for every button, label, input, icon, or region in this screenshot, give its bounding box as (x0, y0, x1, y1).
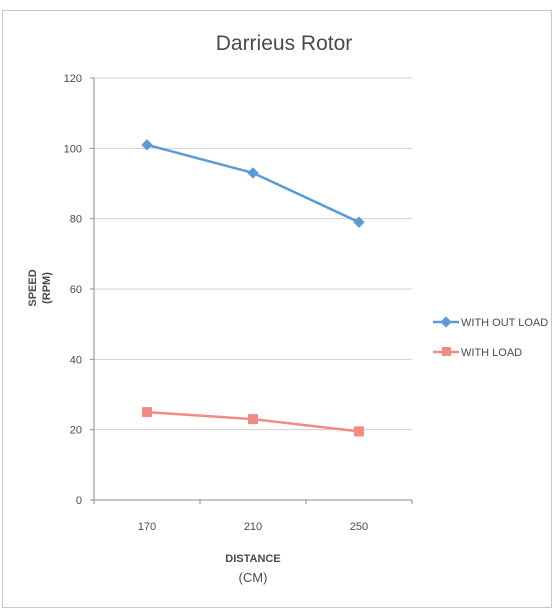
legend-label-with-load: WITH LOAD (461, 347, 522, 359)
x-tick-labels: 170 210 250 (93, 500, 413, 533)
legend-label-without-load: WITH OUT LOAD (461, 317, 548, 329)
series-layer (141, 139, 365, 437)
x-tick-label: 170 (138, 521, 156, 533)
legend-entry-without-load: WITH OUT LOAD (433, 316, 548, 329)
x-tick-label: 250 (350, 521, 368, 533)
gridlines (90, 77, 412, 501)
y-tick-labels: 0 20 40 60 80 100 120 (64, 73, 82, 507)
y-tick-label: 120 (64, 73, 82, 85)
y-tick-label: 40 (70, 354, 82, 366)
data-point-with-load (248, 414, 258, 425)
y-tick-label: 0 (76, 495, 82, 507)
y-tick-label: 60 (70, 284, 82, 296)
x-axis-title-line1: DISTANCE (225, 553, 280, 565)
data-point-with-out-load (141, 139, 153, 151)
y-axis-title: SPEED (RPM) (27, 269, 53, 306)
y-axis-title-line1: SPEED (27, 269, 39, 306)
legend-marker-without-load (440, 316, 452, 328)
legend-marker-with-load (442, 347, 451, 356)
data-point-with-load (354, 426, 364, 437)
y-tick-label: 80 (70, 214, 82, 226)
x-axis-title-line2: (CM) (239, 570, 268, 585)
series-line-with-out-load (146, 143, 360, 224)
legend: WITH OUT LOAD WITH LOAD (433, 316, 548, 359)
y-axis-title-line2: (RPM) (41, 272, 53, 304)
data-point-with-out-load (353, 216, 365, 228)
y-tick-label: 100 (64, 143, 82, 155)
y-tick-label: 20 (70, 425, 82, 437)
data-point-with-load (142, 407, 152, 418)
legend-entry-with-load: WITH LOAD (433, 347, 522, 359)
x-tick-label: 210 (244, 521, 262, 533)
data-point-with-out-load (247, 167, 259, 179)
chart-title: Darrieus Rotor (216, 32, 353, 55)
